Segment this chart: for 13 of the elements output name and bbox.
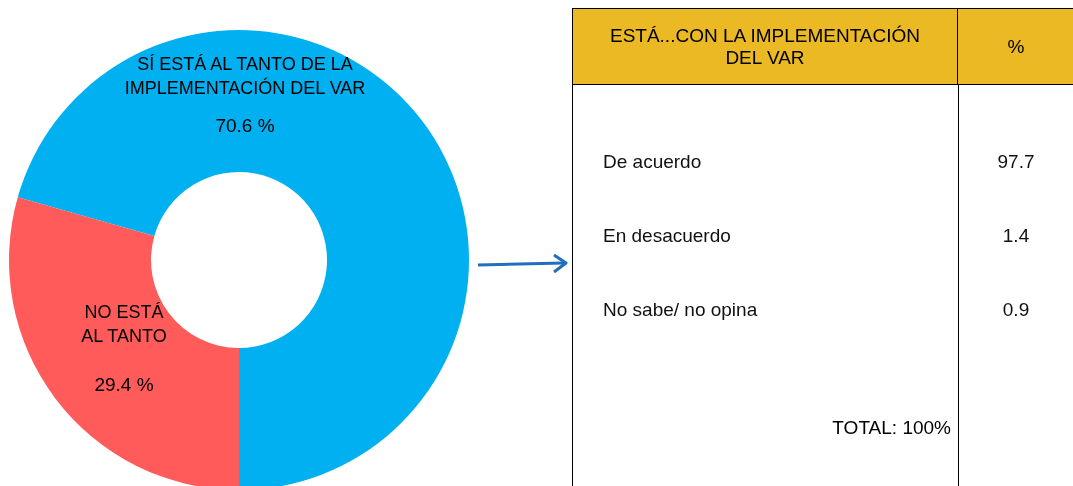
text: ESTÁ...CON LA IMPLEMENTACIÓN DEL VAR: [573, 9, 958, 85]
slice-label: SÍ ESTÁ AL TANTO DE LA IMPLEMENTACIÓN DEL VAR: [123, 53, 367, 100]
category-label: De acuerdo: [603, 151, 702, 173]
data-label: 70.6 %: [214, 115, 276, 137]
data-label: 29.4 %: [93, 374, 155, 396]
text: TOTAL: 100%: [832, 417, 951, 439]
slice-label: NO ESTÁ AL TANTO: [80, 301, 168, 348]
category-label: No sabe/ no opina: [603, 299, 758, 321]
text: %: [958, 9, 1073, 85]
data-label: 0.9: [1001, 299, 1031, 321]
category-label: En desacuerdo: [603, 225, 731, 247]
data-label: 1.4: [1001, 225, 1031, 247]
data-label: 97.7: [996, 151, 1036, 173]
